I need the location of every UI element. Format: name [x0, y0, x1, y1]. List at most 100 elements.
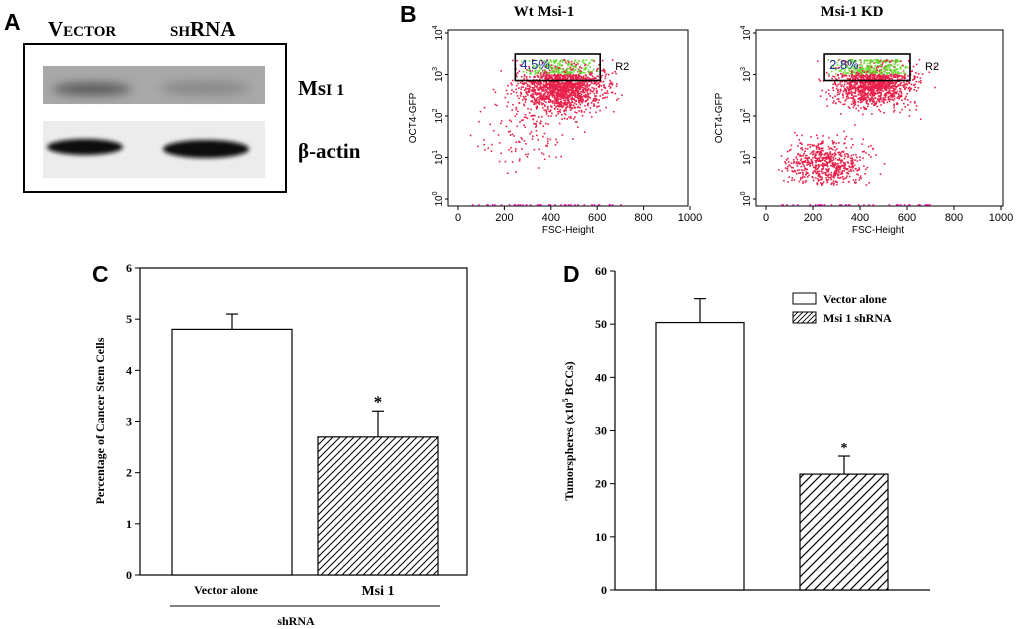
flow-event-dot — [816, 170, 819, 173]
flow-event-dot — [532, 87, 534, 89]
flow-event-dot — [866, 100, 868, 102]
flow-event-dot — [497, 134, 500, 136]
flow-event-dot — [857, 78, 859, 80]
flow-event-dot — [814, 167, 817, 170]
flow-event-dot — [547, 66, 550, 69]
panel-label-a: A — [4, 9, 21, 35]
flow-event-dot — [816, 159, 819, 162]
flow-event-dot — [522, 86, 525, 88]
flow-event-dot — [875, 102, 878, 105]
flow-event-dot — [545, 109, 547, 111]
flow-event-dot — [782, 204, 784, 206]
flow-event-dot — [840, 173, 842, 175]
flow-event-dot — [859, 76, 861, 79]
flow-event-dot — [869, 94, 872, 97]
flow-event-dot — [559, 111, 561, 113]
flow-event-dot — [546, 145, 548, 147]
flow-event-dot — [888, 204, 891, 206]
flow-event-dot — [844, 100, 846, 102]
flow-event-dot — [613, 110, 615, 113]
flow-event-dot — [796, 169, 799, 172]
flow-event-dot — [833, 172, 835, 174]
flow-event-dot — [492, 204, 494, 206]
y-tick-label: 101 — [432, 150, 445, 165]
flow-event-dot — [878, 82, 881, 85]
flow-event-dot — [884, 81, 886, 83]
flow-event-dot — [525, 87, 527, 89]
flow-event-dot — [871, 84, 874, 86]
flow-event-dot — [565, 90, 567, 93]
flow-event-dot — [570, 88, 573, 90]
flow-event-dot — [540, 68, 542, 70]
flow-event-dot — [895, 69, 897, 72]
flow-event-dot — [847, 180, 850, 183]
flow-event-dot — [564, 82, 567, 85]
flow-event-dot — [786, 169, 789, 172]
flow-event-dot — [579, 103, 581, 106]
flow-event-dot — [549, 86, 552, 89]
flow-event-dot — [840, 171, 843, 173]
flow-event-dot — [853, 66, 856, 68]
flow-event-dot — [875, 59, 877, 61]
flow-event-dot — [829, 151, 831, 153]
flow-event-dot — [554, 83, 556, 85]
flow-event-dot — [863, 71, 866, 74]
flow-event-dot — [614, 92, 617, 95]
flow-event-dot — [541, 99, 543, 101]
bar-1 — [799, 473, 889, 591]
flow-event-dot — [508, 149, 510, 151]
legend: Vector alone Msi 1 shRNA — [792, 292, 892, 325]
flow-event-dot — [585, 78, 588, 80]
flow-event-dot — [885, 59, 888, 62]
flow-event-dot — [548, 97, 550, 99]
flow-event-dot — [809, 204, 811, 206]
flow-event-dot — [611, 91, 614, 94]
flow-event-dot — [841, 84, 843, 87]
flow-event-dot — [807, 163, 810, 165]
flow-event-dot — [788, 176, 790, 178]
flow-event-dot — [573, 74, 575, 76]
flow-event-dot — [797, 162, 799, 165]
flow-event-dot — [868, 88, 871, 91]
flow-event-dot — [522, 99, 524, 101]
flow-event-dot — [799, 172, 802, 174]
flow-event-dot — [554, 71, 557, 73]
flow-event-dot — [852, 169, 855, 172]
flow-event-dot — [859, 64, 861, 66]
flow-event-dot — [834, 167, 837, 169]
flow-event-dot — [863, 60, 866, 63]
flow-event-dot — [570, 78, 572, 80]
flow-event-dot — [891, 64, 893, 67]
flow-event-dot — [920, 80, 922, 82]
flow-event-dot — [549, 94, 551, 96]
flow-event-dot — [544, 78, 547, 80]
flow-event-dot — [572, 86, 574, 89]
flow-event-dot — [843, 87, 846, 90]
flow-event-dot — [850, 162, 853, 165]
flow-event-dot — [831, 148, 834, 151]
flow-event-dot — [836, 159, 839, 161]
flow-event-dot — [842, 90, 845, 93]
flow-event-dot — [801, 134, 803, 137]
flow-event-dot — [873, 86, 875, 88]
flow-event-dot — [829, 95, 831, 97]
y-tick-label: 103 — [740, 67, 753, 82]
flow-event-dot — [860, 69, 862, 71]
flow-event-dot — [567, 102, 569, 104]
flow-event-dot — [908, 86, 911, 89]
flow-event-dot — [859, 89, 861, 92]
flow-event-dot — [896, 72, 899, 75]
flow-event-dot — [546, 73, 549, 75]
flow-event-dot — [593, 77, 596, 80]
flow-event-dot — [787, 161, 790, 163]
flow-event-dot — [862, 106, 865, 109]
flow-event-dot — [551, 67, 553, 69]
flow-event-dot — [838, 100, 840, 103]
flow-event-dot — [853, 81, 856, 83]
flow-event-dot — [570, 92, 573, 94]
flow-event-dot — [559, 101, 562, 103]
flow-event-dot — [858, 167, 860, 169]
flow-event-dot — [895, 204, 898, 206]
flow-event-dot — [591, 82, 593, 85]
